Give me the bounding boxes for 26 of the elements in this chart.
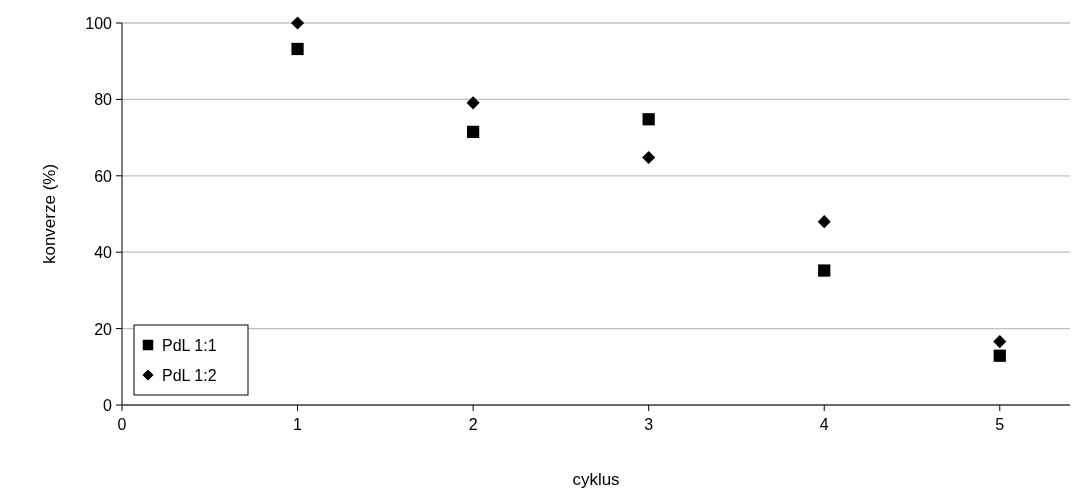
legend-label: PdL 1:1: [162, 337, 217, 354]
point: [466, 96, 480, 110]
point: [290, 16, 305, 30]
y-tick-label: 80: [94, 91, 113, 109]
y-tick-label: 100: [85, 15, 113, 32]
x-tick-label: 2: [468, 416, 478, 433]
x-tick-label: 4: [819, 416, 829, 433]
x-tick-label: 1: [293, 416, 303, 433]
y-tick-label: 60: [94, 167, 113, 185]
x-axis-title: cyklus: [572, 470, 620, 489]
point: [291, 42, 304, 56]
point: [993, 349, 1006, 362]
y-axis-title: konverze (%): [40, 163, 59, 265]
point: [993, 335, 1007, 349]
x-tick-label: 5: [995, 416, 1005, 433]
point: [466, 125, 480, 138]
legend-label: PdL 1:2: [162, 367, 217, 384]
point: [642, 150, 656, 165]
y-tick-label: 0: [103, 397, 113, 414]
point: [817, 215, 831, 229]
point: [818, 264, 831, 277]
y-tick-label: 40: [94, 244, 113, 262]
x-tick-label: 0: [117, 416, 127, 433]
y-tick-label: 20: [94, 320, 113, 338]
point: [642, 113, 655, 126]
x-tick-label: 3: [644, 416, 654, 433]
